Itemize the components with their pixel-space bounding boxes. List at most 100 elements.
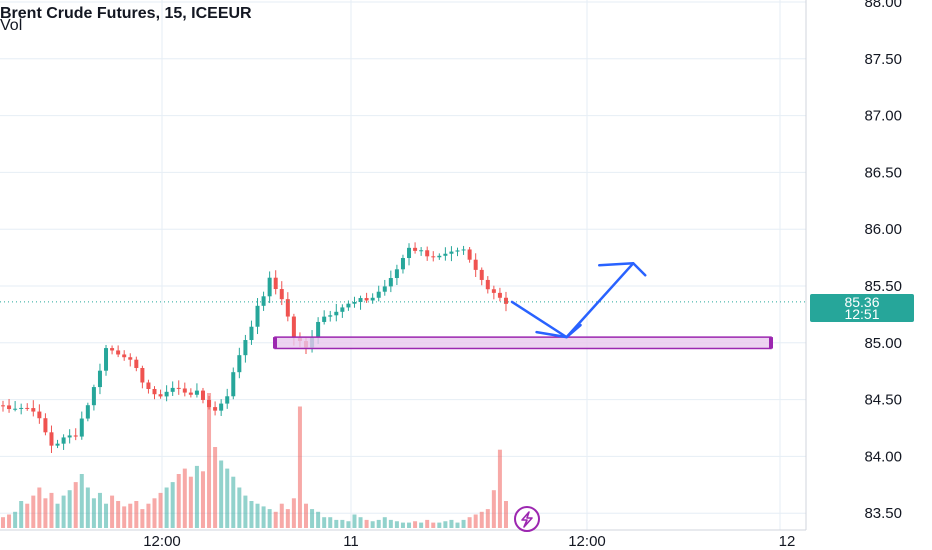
candle-body [237, 355, 242, 373]
candle-body [200, 390, 205, 400]
volume-bar [449, 519, 454, 528]
volume-bar [382, 517, 387, 528]
volume-bar [213, 447, 218, 528]
volume-bar [491, 490, 496, 528]
volume-bar [267, 509, 272, 528]
support-zone-handle-left[interactable] [273, 337, 277, 349]
candle-body [122, 354, 127, 358]
volume-bar [322, 517, 327, 528]
support-zone-rectangle[interactable] [274, 336, 772, 350]
volume-bar [31, 495, 36, 528]
volume-bar [231, 476, 236, 528]
volume-bar [273, 511, 278, 528]
current-price-badge: 85.36 12:51 [810, 294, 914, 322]
candle-body [491, 289, 496, 293]
volume-bar [419, 522, 424, 528]
candle-body [388, 278, 393, 287]
candle-body [110, 348, 115, 351]
volume-bar [104, 503, 109, 528]
volume-bar [61, 495, 66, 528]
candle-body [437, 255, 442, 258]
candle-body [419, 250, 424, 252]
volume-bar [164, 487, 169, 528]
price-tick-label: 84.50 [864, 392, 902, 409]
support-zone-handle-right[interactable] [769, 337, 773, 349]
volume-bar [219, 460, 224, 528]
volume-bar [176, 474, 181, 528]
price-tick-label: 83.50 [864, 505, 902, 522]
volume-bar [291, 498, 296, 528]
tradingview-logo[interactable] [514, 506, 540, 532]
candle-body [449, 251, 454, 254]
volume-bar [207, 393, 212, 528]
volume-bar [140, 509, 145, 528]
candle-body [146, 382, 151, 389]
candle-body [455, 250, 460, 252]
candle-body [25, 407, 30, 409]
candle-body [128, 357, 133, 360]
symbol-title[interactable]: Brent Crude Futures, 15, ICEEUR [0, 5, 252, 22]
candle-body [104, 348, 109, 371]
time-tick-label: 12 [779, 533, 796, 550]
candle-body [376, 291, 381, 298]
volume-bar [79, 474, 84, 528]
candle-body [364, 298, 369, 301]
volume-bar [467, 517, 472, 528]
volume-bar [55, 503, 60, 528]
time-tick-label: 12:00 [568, 533, 606, 550]
volume-bar [364, 519, 369, 528]
candle-body [358, 298, 363, 303]
candle-body [7, 405, 12, 410]
price-badge-background [810, 294, 914, 322]
volume-bar [225, 468, 230, 528]
volume-bar [497, 449, 502, 528]
volume-bar [425, 519, 430, 528]
candle-body [394, 269, 399, 279]
candle-body [55, 443, 60, 446]
candle-body [346, 303, 351, 308]
candle-body [431, 256, 436, 258]
candle-body [207, 399, 212, 408]
volume-bar [328, 517, 333, 528]
price-tick-label: 88.00 [864, 0, 902, 11]
candle-body [291, 316, 296, 338]
candle-body [37, 411, 42, 419]
price-tick-label: 85.00 [864, 335, 902, 352]
price-axis[interactable]: 88.00 87.50 87.00 86.50 86.00 85.50 85.00 84.50… [864, 0, 902, 522]
candle-body [273, 277, 278, 290]
volume-bar [455, 522, 460, 528]
price-tick-label: 86.50 [864, 164, 902, 181]
volume-bar [1, 517, 5, 528]
candle-body [261, 296, 266, 306]
candle-body [322, 316, 327, 322]
volume-bar [304, 503, 308, 528]
volume-bar [340, 519, 345, 528]
candle-body [219, 403, 224, 411]
candle-body [73, 435, 78, 437]
volume-bar [297, 406, 302, 528]
volume-bar [261, 506, 266, 528]
volume-bar [334, 519, 339, 528]
candle-body [407, 247, 412, 259]
volume-bar [146, 503, 151, 528]
volume-bar [370, 521, 375, 528]
candle-body [243, 340, 248, 356]
time-axis[interactable]: 12:00 11 12:00 12 [143, 533, 795, 550]
candle-body [425, 250, 430, 257]
price-badge-countdown: 12:51 [844, 306, 879, 322]
volume-bar [503, 501, 508, 528]
candle-body [188, 392, 193, 395]
volume-label[interactable]: Vol [0, 17, 22, 34]
candle-body [152, 388, 157, 395]
candle-body [182, 388, 187, 393]
candle-body [328, 315, 333, 317]
volume-bar [182, 468, 187, 528]
candle-body [1, 405, 5, 407]
candle-body [43, 418, 48, 433]
candle-body [13, 408, 18, 410]
candle-body [231, 372, 236, 397]
price-badge-price: 85.36 [844, 294, 879, 310]
volume-bar [13, 511, 18, 528]
